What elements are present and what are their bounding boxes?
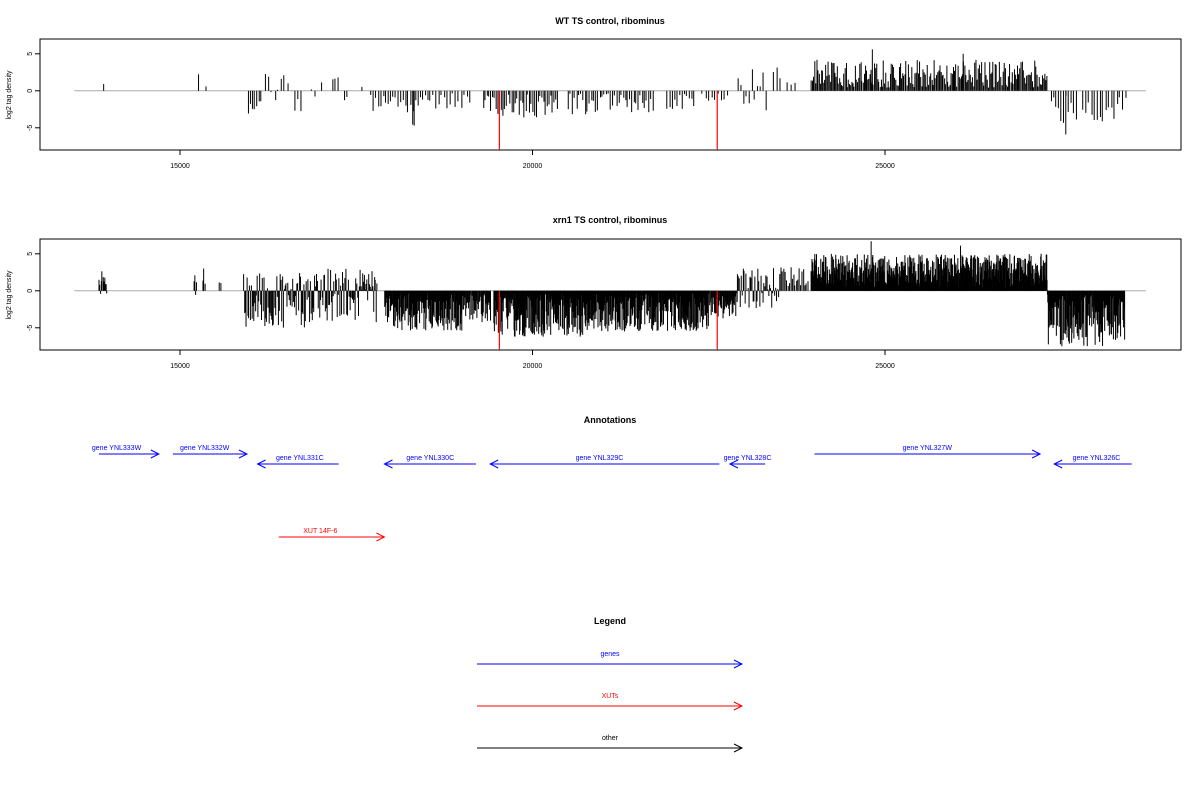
chart-title: WT TS control, ribominus: [555, 16, 665, 26]
feature-label: gene YNL327W: [903, 445, 953, 452]
y-axis-label: log2 tag density: [6, 270, 13, 320]
feature-arrow: [383, 459, 477, 469]
axes: -5 0 5 15000 20000 25000: [27, 52, 895, 170]
feature-arrow: [172, 449, 249, 459]
arrow-head: [733, 701, 744, 711]
arrow-head: [1031, 449, 1042, 459]
feature-label: gene YNL326C: [1073, 455, 1121, 462]
feature-arrow: [278, 532, 386, 542]
x-tick-label: 20000: [523, 163, 543, 170]
x-tick-label: 25000: [875, 163, 895, 170]
y-tick-label: -5: [27, 325, 34, 331]
feature-arrow: [489, 459, 720, 469]
legend-arrow: [477, 659, 744, 669]
wt-coverage-panel: WT TS control, ribominus log2 tag densit…: [6, 16, 1182, 170]
legend-arrow: [477, 743, 744, 753]
feature-label: gene YNL330C: [406, 455, 454, 462]
arrow-head: [1053, 459, 1063, 469]
arrow-head: [376, 532, 386, 542]
axes: -5 0 5 15000 20000 25000: [27, 252, 895, 370]
legend-label: genes: [600, 651, 620, 658]
arrow-head: [150, 449, 160, 459]
legend-label: other: [602, 735, 619, 742]
feature-arrow: [256, 459, 339, 469]
arrow-head: [256, 459, 266, 469]
arrow-head: [383, 459, 393, 469]
y-tick-label: 0: [27, 89, 34, 93]
feature-arrow: [814, 449, 1042, 459]
legend-title: Legend: [594, 616, 626, 626]
feature-label: gene YNL332W: [180, 445, 230, 452]
y-tick-label: -5: [27, 125, 34, 131]
feature-label: gene YNL329C: [576, 455, 624, 462]
coverage-bars: [74, 49, 1146, 150]
feature-arrow: [98, 449, 160, 459]
x-tick-label: 20000: [523, 363, 543, 370]
annotation-features: gene YNL333W gene YNL332W gene YNL331C gene…: [92, 445, 1132, 542]
legend-label: XUTs: [602, 693, 619, 700]
y-axis-label: log2 tag density: [6, 70, 13, 120]
xrn1-coverage-panel: xrn1 TS control, ribominus log2 tag dens…: [6, 215, 1182, 370]
arrow-head: [728, 459, 739, 469]
arrow-head: [238, 449, 249, 459]
x-tick-label: 15000: [170, 363, 190, 370]
annotations-panel: Annotations gene YNL333W gene YNL332Wgene…: [92, 415, 1132, 542]
coverage-bars: [74, 241, 1146, 350]
y-tick-label: 5: [27, 52, 34, 56]
x-tick-label: 25000: [875, 363, 895, 370]
annotations-title: Annotations: [584, 415, 637, 425]
arrow-head: [733, 743, 744, 753]
feature-arrow: [728, 459, 766, 469]
feature-label: gene YNL328C: [724, 455, 772, 462]
legend-items: genes XUTs other: [477, 651, 744, 753]
arrow-head: [733, 659, 744, 669]
chart-title: xrn1 TS control, ribominus: [553, 215, 668, 225]
arrow-head: [489, 459, 499, 469]
feature-arrow: [1053, 459, 1132, 469]
legend-arrow: [477, 701, 744, 711]
feature-label: gene YNL333W: [92, 445, 142, 452]
feature-label: gene YNL331C: [276, 455, 324, 462]
legend-panel: Legend genes XUTs other: [477, 616, 744, 753]
y-tick-label: 0: [27, 289, 34, 293]
y-tick-label: 5: [27, 252, 34, 256]
x-tick-label: 15000: [170, 163, 190, 170]
feature-label: XUT 14F-6: [303, 528, 337, 535]
